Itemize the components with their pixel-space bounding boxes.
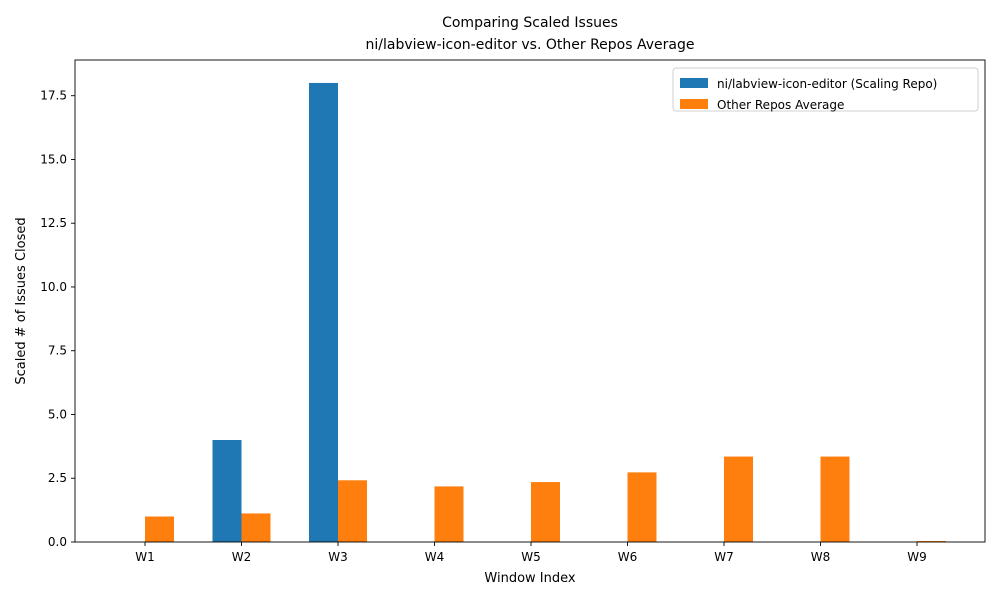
y-tick-label: 0.0 — [48, 535, 67, 549]
x-tick-label: W9 — [907, 550, 927, 564]
x-tick-label: W5 — [521, 550, 541, 564]
x-tick-label: W2 — [232, 550, 252, 564]
x-tick-label: W8 — [811, 550, 831, 564]
y-axis-ticks: 0.0 2.5 5.0 7.5 10.0 12.5 15.0 17.5 — [40, 89, 75, 549]
bars-group — [145, 82, 946, 542]
bar-other-repos-avg-w5 — [531, 482, 560, 542]
bar-other-repos-avg-w3 — [338, 480, 367, 542]
legend-label: Other Repos Average — [717, 98, 844, 112]
y-tick-label: 12.5 — [40, 216, 67, 230]
chart-subtitle: ni/labview-icon-editor vs. Other Repos A… — [366, 37, 695, 53]
bar-other-repos-avg-w6 — [627, 472, 657, 542]
bar-scaling-repo-w2 — [212, 439, 242, 542]
plot-frame — [74, 59, 986, 543]
chart-title: Comparing Scaled Issues — [442, 15, 618, 31]
x-tick-label: W4 — [425, 550, 445, 564]
y-tick-label: 17.5 — [40, 89, 67, 103]
legend-swatch — [680, 78, 708, 88]
legend-swatch — [680, 99, 708, 109]
bar-other-repos-avg-w2 — [241, 513, 271, 542]
x-axis-ticks: W1 W2 W3 W4 W5 W6 W7 W8 W9 — [135, 542, 927, 564]
y-tick-label: 5.0 — [48, 407, 67, 421]
x-axis-label: Window Index — [484, 571, 575, 586]
y-tick-label: 10.0 — [40, 280, 67, 294]
x-tick-label: W1 — [135, 550, 155, 564]
bar-other-repos-avg-w7 — [724, 456, 753, 542]
legend-label: ni/labview-icon-editor (Scaling Repo) — [717, 77, 937, 91]
x-tick-label: W6 — [618, 550, 638, 564]
bar-other-repos-avg-w4 — [434, 486, 464, 542]
y-tick-label: 15.0 — [40, 152, 67, 166]
bar-other-repos-avg-w9 — [917, 540, 946, 542]
y-tick-label: 7.5 — [48, 344, 67, 358]
legend: ni/labview-icon-editor (Scaling Repo) Oth… — [672, 67, 979, 112]
x-tick-label: W3 — [328, 550, 348, 564]
y-tick-label: 2.5 — [48, 471, 67, 485]
bar-other-repos-avg-w8 — [820, 456, 850, 542]
y-axis-label: Scaled # of Issues Closed — [14, 217, 29, 384]
bar-other-repos-avg-w1 — [145, 516, 174, 542]
legend-box — [672, 67, 979, 112]
x-tick-label: W7 — [714, 550, 734, 564]
bar-scaling-repo-w3 — [309, 82, 338, 542]
